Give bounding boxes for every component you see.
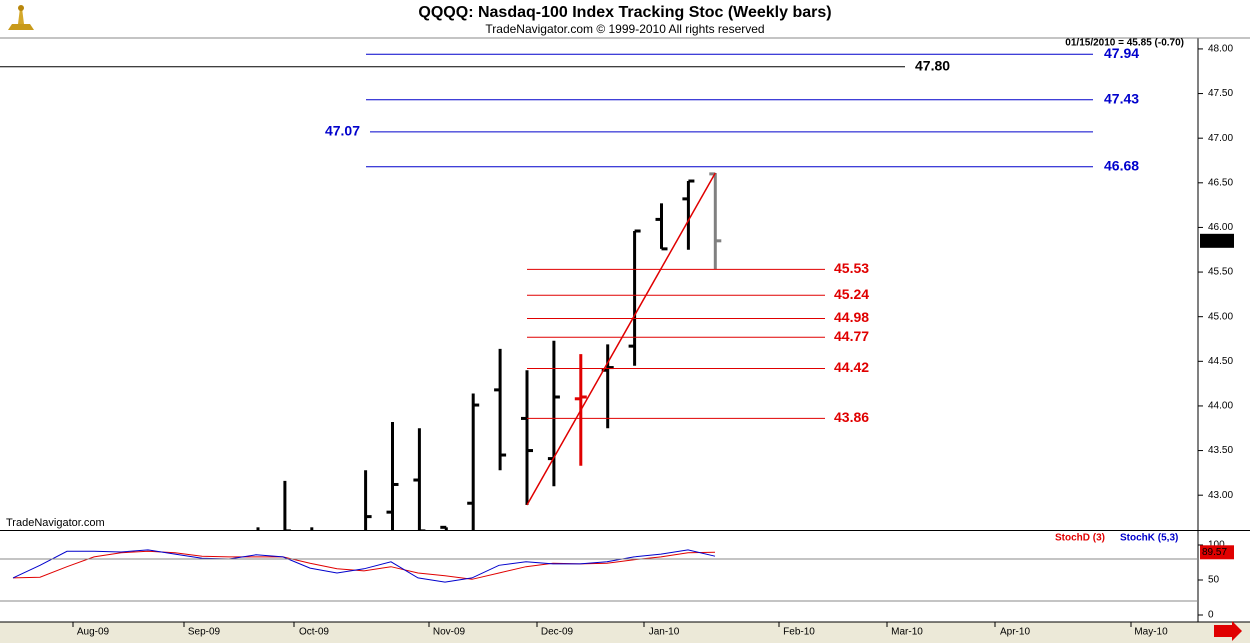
last-price-label: 45.85 [1202,235,1227,246]
scroll-arrow[interactable] [1214,621,1242,641]
y-tick-label: 47.00 [1208,133,1233,144]
watermark: TradeNavigator.com [6,517,105,529]
price-pane [256,172,722,530]
y-tick-label: 43.50 [1208,445,1233,456]
x-tick-label: Oct-09 [299,627,329,638]
y-tick-label: 50 [1208,575,1220,586]
trend-line [526,172,716,506]
last-price-tag [1200,233,1234,248]
quote: 01/15/2010 = 45.85 (-0.70) [1065,38,1184,49]
level-label: 44.42 [834,359,869,375]
y-tick-label: 46.50 [1208,177,1233,188]
level-label: 46.68 [1104,157,1139,173]
stoch-line [12,549,716,583]
stoch-line [12,550,716,580]
x-tick-label: May-10 [1134,627,1168,638]
x-tick-label: Apr-10 [1000,627,1030,638]
legend-entry: StochK (5,3) [1120,533,1178,544]
chart-subtitle: TradeNavigator.com © 1999-2010 All right… [485,22,764,36]
legend-entry: StochD (3) [1055,533,1105,544]
y-tick-label: 46.00 [1208,222,1233,233]
stoch-value-label: 89.57 [1202,547,1227,558]
x-tick-label: Aug-09 [77,627,110,638]
level-label: 47.80 [915,57,950,73]
stoch-pane [12,549,716,583]
level-label: 45.24 [834,286,869,302]
x-tick-label: Sep-09 [188,627,221,638]
x-axis-band [0,622,1250,643]
level-label: 47.07 [325,123,360,139]
y-tick-label: 48.00 [1208,44,1233,55]
x-tick-label: Nov-09 [433,627,466,638]
x-tick-label: Mar-10 [891,627,923,638]
level-label: 44.98 [834,309,869,325]
app-icon [8,5,34,30]
y-tick-label: 44.00 [1208,401,1233,412]
level-label: 47.94 [1104,45,1139,61]
x-tick-label: Dec-09 [541,627,574,638]
y-tick-label: 47.50 [1208,88,1233,99]
y-tick-label: 43.00 [1208,490,1233,501]
y-tick-label: 44.50 [1208,356,1233,367]
chart-title: QQQQ: Nasdaq-100 Index Tracking Stoc (We… [418,4,831,21]
stoch-value-tag [1200,545,1234,560]
level-label: 44.77 [834,328,869,344]
y-tick-label: 0 [1208,610,1214,621]
level-label: 45.53 [834,260,869,276]
y-tick-label: 100 [1208,540,1225,551]
level-label: 47.43 [1104,91,1139,107]
x-tick-label: Feb-10 [783,627,815,638]
x-tick-label: Jan-10 [649,627,680,638]
y-tick-label: 45.00 [1208,311,1233,322]
y-tick-label: 45.50 [1208,267,1233,278]
level-label: 43.86 [834,409,869,425]
